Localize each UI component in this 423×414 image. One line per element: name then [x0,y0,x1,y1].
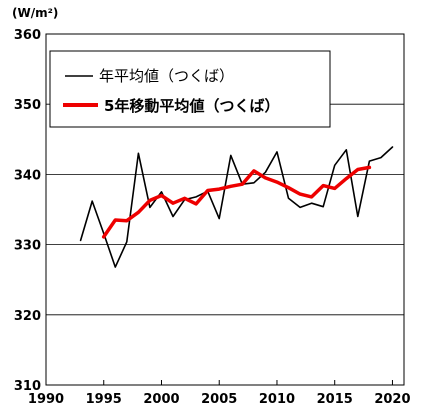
x-tick-label-2020: 2020 [374,392,410,407]
series-line-annual [79,146,394,268]
y-tick-label-360: 360 [14,28,41,43]
x-tick-label-2005: 2005 [201,392,237,407]
legend: 年平均値（つくば） 5年移動平均値（つくば） [49,50,331,128]
x-tick-label-2000: 2000 [143,392,179,407]
y-tick-label-350: 350 [14,98,41,113]
plot-frame [45,33,405,386]
x-tick-label-2010: 2010 [259,392,295,407]
y-axis-unit-label: (W/m²) [12,6,58,20]
legend-box [49,50,331,128]
x-tick-label-1990: 1990 [28,392,64,407]
series-line-moving-avg [101,165,372,239]
series-lines [79,146,394,268]
y-tick-label-340: 340 [14,168,41,183]
legend-label-moving-avg: 5年移動平均値（つくば） [104,97,279,115]
axes [45,33,405,386]
x-tick-label-1995: 1995 [86,392,122,407]
legend-label-annual: 年平均値（つくば） [99,67,234,85]
x-tick-labels: 1990 1995 2000 2005 2010 2015 2020 [28,380,411,407]
y-tick-label-310: 310 [14,379,41,394]
y-tick-label-330: 330 [14,239,41,254]
y-tick-label-320: 320 [14,309,41,324]
y-tick-labels: 310 320 330 340 350 360 [14,28,41,394]
x-tick-label-2015: 2015 [317,392,353,407]
